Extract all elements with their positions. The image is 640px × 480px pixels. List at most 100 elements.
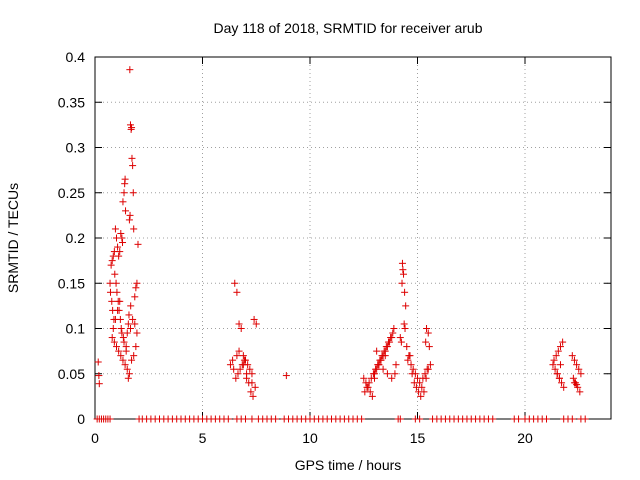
y-axis-label: SRMTID / TECUs [5, 183, 21, 293]
data-point [408, 370, 416, 378]
data-point [419, 374, 427, 382]
y-tick-label: 0.1 [66, 321, 86, 337]
grid [95, 57, 611, 419]
data-point [106, 279, 114, 287]
data-point [230, 365, 238, 373]
data-point [380, 347, 388, 355]
data-point [375, 361, 383, 369]
data-point [365, 379, 373, 387]
data-point [248, 379, 256, 387]
data-point [109, 325, 117, 332]
data-point [106, 415, 114, 423]
plot-frame [94, 56, 612, 420]
data-point [128, 154, 136, 162]
data-point [381, 352, 389, 360]
data-point [246, 365, 254, 373]
data-point [416, 415, 424, 423]
data-point [558, 379, 566, 387]
y-tick-label: 0.25 [58, 185, 85, 201]
data-point [116, 297, 124, 305]
data-point [552, 352, 560, 360]
data-point [235, 347, 243, 355]
data-point [358, 415, 366, 423]
data-point [402, 302, 410, 310]
data-point [282, 372, 290, 380]
data-point [403, 343, 411, 351]
data-point [110, 338, 118, 346]
data-point [404, 356, 412, 364]
y-tick-label: 0.3 [66, 140, 86, 156]
data-point [560, 383, 568, 391]
data-point [117, 352, 125, 360]
axis-ticks: 0 0.05 0.1 0.15 0.2 0.25 0.3 0.35 0.4 0 5 10 15 20 [58, 49, 611, 446]
data-point [235, 320, 243, 328]
data-point [240, 356, 248, 364]
data-point [119, 334, 127, 342]
data-point [130, 225, 138, 233]
data-point [568, 415, 576, 423]
data-point [425, 343, 433, 351]
data-point [134, 240, 142, 248]
data-point [392, 361, 400, 369]
x-tick-label: 20 [517, 430, 533, 446]
data-point [423, 365, 431, 373]
data-point [543, 415, 550, 423]
data-point [231, 279, 239, 287]
data-point [409, 365, 417, 373]
data-point [249, 392, 257, 400]
data-point [415, 388, 423, 396]
data-point [130, 352, 138, 360]
data-point [242, 415, 249, 423]
data-point [575, 365, 583, 373]
data-point [124, 374, 132, 382]
data-point [272, 415, 280, 423]
x-tick-label: 10 [302, 430, 318, 446]
data-point [108, 334, 116, 342]
data-point [423, 325, 431, 332]
data-point [119, 356, 127, 364]
data-point [369, 370, 377, 378]
x-tick-label: 0 [91, 430, 99, 446]
data-point [426, 361, 434, 369]
data-point [121, 180, 129, 188]
data-point [115, 347, 123, 355]
data-point [129, 162, 137, 170]
data-point [250, 315, 258, 323]
data-point [555, 374, 563, 382]
data-point [119, 239, 127, 247]
data-point [251, 383, 259, 391]
data-point [363, 383, 371, 391]
data-point [109, 252, 117, 260]
data-point [379, 365, 387, 373]
data-point [554, 347, 562, 355]
data-point [398, 279, 406, 287]
data-point [226, 361, 234, 369]
data-point [391, 370, 399, 378]
data-point [400, 270, 408, 278]
data-point [122, 347, 130, 355]
data-point [549, 361, 557, 369]
data-point [234, 370, 242, 378]
data-point [114, 243, 122, 251]
data-point [126, 325, 134, 332]
data-point [397, 338, 405, 346]
x-axis-label: GPS time / hours [295, 457, 402, 473]
data-point [132, 343, 140, 351]
data-point [556, 343, 564, 351]
data-point [108, 297, 116, 305]
data-point [113, 288, 121, 296]
data-point [131, 293, 139, 301]
data-point [417, 392, 425, 400]
data-point [573, 361, 581, 369]
data-point [111, 225, 119, 233]
data-point [126, 211, 134, 219]
data-point [553, 370, 561, 378]
data-point [117, 229, 125, 237]
data-point [113, 234, 120, 242]
data-point [108, 257, 116, 265]
data-point [422, 338, 430, 346]
data-point [129, 189, 137, 197]
chart-title: Day 118 of 2018, SRMTID for receiver aru… [214, 20, 483, 36]
data-point [412, 383, 420, 391]
